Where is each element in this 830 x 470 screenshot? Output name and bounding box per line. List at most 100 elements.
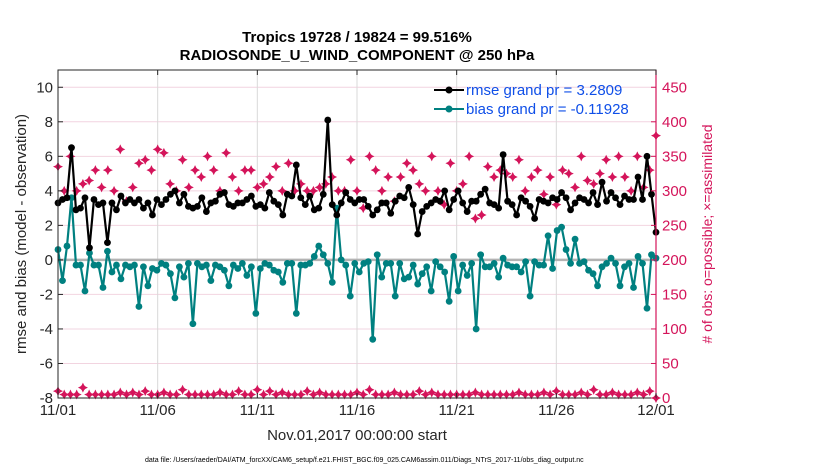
bias-point (108, 268, 116, 276)
obs-marker-core (223, 150, 229, 156)
y-tick-label: 8 (45, 114, 53, 131)
obs-possible-point (507, 172, 518, 183)
rmse-point (86, 244, 93, 252)
obs-assimilated-point (613, 389, 624, 400)
obs-possible-point (551, 199, 562, 210)
obs-marker-core (491, 174, 497, 180)
obs-possible-point (177, 154, 188, 165)
obs-marker-core (622, 174, 628, 180)
obs-assimilated-point (432, 389, 443, 400)
rmse-point (571, 199, 579, 207)
obs-marker-core (478, 212, 485, 218)
bias-point (616, 282, 624, 290)
obs-assimilated-point (507, 389, 518, 400)
obs-assimilated-point (208, 389, 219, 400)
obs-marker-core (416, 388, 422, 394)
bias-point (180, 273, 188, 281)
obs-assimilated-point (202, 389, 213, 400)
x-tick-label: 11/11 (240, 402, 275, 419)
obs-assimilated-point (158, 387, 169, 398)
obs-assimilated-point (526, 389, 537, 400)
rmse-point (648, 190, 655, 198)
rmse-point (598, 178, 606, 186)
obs-marker-core (130, 389, 136, 396)
obs-marker-core (491, 391, 497, 398)
obs-marker-core (578, 153, 584, 159)
obs-marker-core (379, 391, 385, 398)
bias-point (175, 263, 183, 271)
obs-assimilated-point (165, 389, 176, 400)
obs-possible-point (358, 203, 369, 214)
obs-assimilated-point (314, 387, 325, 398)
rmse-point (400, 194, 408, 202)
obs-marker-core (647, 388, 653, 394)
bias-series (54, 194, 660, 343)
obs-marker-core (236, 188, 242, 194)
obs-marker-core (553, 202, 559, 208)
bias-point (342, 261, 350, 269)
bias-point (432, 258, 440, 266)
bias-point (220, 266, 228, 274)
obs-marker-core (267, 388, 273, 394)
obs-marker-core (597, 391, 603, 398)
obs-assimilated-point (538, 387, 549, 398)
obs-possible-point (345, 154, 356, 165)
bias-point (558, 223, 565, 231)
obs-assimilated-point (557, 389, 568, 400)
bias-point (526, 292, 534, 300)
rmse-point (337, 199, 345, 207)
bias-point (571, 235, 579, 243)
obs-marker-core (279, 188, 285, 194)
rmse-point (108, 199, 116, 207)
rmse-point (472, 197, 480, 205)
obs-assimilated-point (96, 389, 107, 400)
obs-assimilated-point (383, 389, 394, 400)
bias-point (477, 251, 485, 259)
obs-marker-core (429, 153, 435, 159)
obs-possible-point (308, 185, 319, 196)
rmse-point (68, 144, 75, 152)
obs-assimilated-point (426, 387, 437, 398)
y-axis-right: 0 50 100 150 200 250 300 350 400 450 (651, 79, 687, 407)
bias-point (630, 284, 637, 291)
obs-marker-core (186, 391, 192, 398)
obs-possible-point (190, 165, 201, 176)
obs-marker-core (559, 391, 566, 398)
obs-assimilated-point (638, 389, 649, 400)
obs-marker-core (528, 391, 535, 398)
obs-marker-core (155, 146, 161, 153)
obs-assimilated-point (551, 386, 562, 397)
obs-possible-point (445, 158, 456, 169)
rmse-point (567, 206, 574, 214)
bias-point (234, 265, 242, 272)
legend-rmse-marker (445, 86, 453, 94)
obs-marker-core (541, 389, 547, 396)
bias-point (472, 325, 480, 333)
obs-marker-core (584, 177, 591, 184)
obs-assimilated-point (190, 389, 201, 400)
obs-possible-point (401, 158, 412, 169)
y-right-tick-label: 200 (662, 252, 687, 269)
y-tick-label: -2 (40, 286, 53, 303)
obs-possible-point (439, 199, 450, 210)
rmse-point (301, 201, 309, 209)
rmse-point (198, 194, 206, 202)
obs-possible-point (90, 165, 101, 176)
rmse-point (436, 197, 444, 205)
bias-point (580, 258, 588, 266)
obs-assimilated-point (183, 389, 194, 400)
obs-assimilated-point (501, 389, 512, 400)
obs-marker-core (204, 391, 211, 398)
obs-possible-point (271, 161, 282, 172)
obs-marker-core (528, 174, 535, 180)
obs-assimilated-point (121, 389, 132, 400)
obs-marker-core (161, 150, 167, 156)
obs-marker-core (516, 157, 522, 163)
obs-marker-core (472, 389, 478, 396)
obs-marker-core (211, 167, 217, 173)
obs-possible-point (102, 165, 113, 176)
obs-marker-core (628, 188, 634, 194)
obs-marker-core (105, 391, 111, 398)
obs-assimilated-point (320, 389, 331, 400)
